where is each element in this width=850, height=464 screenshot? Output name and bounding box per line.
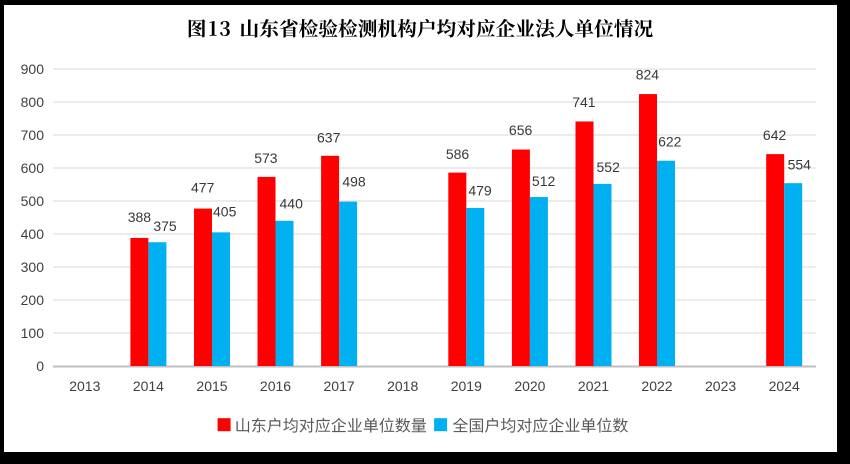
svg-text:200: 200	[21, 292, 45, 308]
svg-text:2021: 2021	[578, 378, 609, 394]
svg-text:512: 512	[532, 173, 556, 189]
svg-text:700: 700	[21, 127, 45, 143]
svg-text:2013: 2013	[69, 378, 100, 394]
svg-text:2018: 2018	[387, 378, 418, 394]
svg-text:554: 554	[788, 156, 812, 172]
svg-text:824: 824	[636, 67, 660, 83]
svg-text:400: 400	[21, 226, 45, 242]
svg-text:600: 600	[21, 160, 45, 176]
svg-text:2015: 2015	[196, 378, 227, 394]
svg-text:900: 900	[21, 61, 45, 77]
svg-text:2019: 2019	[451, 378, 482, 394]
svg-text:405: 405	[213, 204, 237, 220]
svg-text:2014: 2014	[133, 378, 164, 394]
svg-text:100: 100	[21, 325, 45, 341]
svg-text:642: 642	[763, 127, 787, 143]
svg-text:552: 552	[597, 159, 621, 175]
svg-text:2016: 2016	[260, 378, 291, 394]
svg-text:656: 656	[509, 122, 533, 138]
svg-text:637: 637	[317, 130, 341, 146]
svg-text:500: 500	[21, 193, 45, 209]
svg-text:2017: 2017	[324, 378, 355, 394]
svg-text:477: 477	[191, 180, 215, 196]
svg-text:2024: 2024	[769, 378, 800, 394]
svg-text:440: 440	[280, 195, 304, 211]
svg-text:741: 741	[572, 94, 596, 110]
svg-text:2022: 2022	[641, 378, 672, 394]
svg-text:498: 498	[342, 174, 366, 190]
svg-text:300: 300	[21, 259, 45, 275]
svg-text:479: 479	[468, 183, 492, 199]
svg-text:622: 622	[658, 134, 682, 150]
svg-text:573: 573	[254, 150, 278, 166]
svg-text:2023: 2023	[705, 378, 736, 394]
svg-text:2020: 2020	[514, 378, 545, 394]
svg-text:375: 375	[153, 218, 177, 234]
svg-text:388: 388	[128, 209, 152, 225]
svg-text:0: 0	[36, 358, 44, 374]
svg-text:586: 586	[446, 146, 470, 162]
svg-text:800: 800	[21, 94, 45, 110]
